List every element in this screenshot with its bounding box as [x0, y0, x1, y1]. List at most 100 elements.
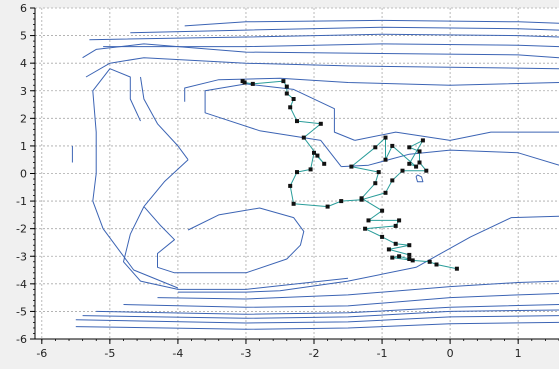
- contour-line-8: [354, 131, 559, 141]
- trajectory-point-38: [359, 196, 364, 201]
- trajectory-point-29: [407, 161, 412, 166]
- trajectory-point-9: [318, 121, 323, 126]
- trajectory-point-49: [407, 257, 412, 261]
- y-tick-label: 0: [20, 168, 27, 181]
- trajectory-point-36: [376, 170, 381, 175]
- y-tick-label: 1: [20, 140, 27, 153]
- y-tick-label: -2: [16, 223, 27, 236]
- contour-line-6: [184, 77, 559, 102]
- trajectory-point-42: [393, 223, 398, 228]
- contour-line-14: [143, 206, 305, 274]
- trajectory-point-41: [397, 218, 402, 223]
- contour-line-12: [123, 159, 349, 290]
- trajectory-point-40: [366, 218, 371, 223]
- trajectory-point-34: [373, 145, 378, 150]
- trajectory-point-37: [373, 181, 378, 186]
- trajectory-point-32: [383, 157, 388, 162]
- y-tick-label: -4: [16, 278, 27, 291]
- trajectory-point-26: [417, 149, 422, 154]
- contour-line-19: [82, 309, 559, 319]
- y-tick-label: 6: [20, 2, 27, 15]
- contour-line-2: [89, 33, 559, 41]
- contour-line-17: [123, 293, 559, 308]
- contour-line-21: [75, 321, 559, 330]
- trajectory-point-17: [291, 201, 296, 206]
- trajectory-point-14: [308, 167, 313, 172]
- trajectory-line-0: [242, 80, 458, 270]
- contour-line-3: [103, 43, 559, 48]
- trajectory-point-23: [400, 168, 405, 173]
- y-tick-label: -6: [16, 333, 27, 346]
- trajectory-point-47: [386, 247, 391, 252]
- trajectory-point-10: [301, 135, 306, 140]
- trajectory-point-39: [380, 208, 385, 213]
- axes: -6 -5 -4 -3 -2 -1 0 1 2 3 4 5 6 -6 -5 -4 -3 -2 -1 0 1: [16, 2, 559, 360]
- trajectory-point-15: [295, 170, 299, 175]
- contour-line-18: [96, 304, 559, 315]
- trajectory-point-48: [407, 252, 412, 257]
- trajectory-point-35: [349, 164, 354, 169]
- contour-lines: [71, 19, 559, 330]
- x-tick-label: -3: [240, 347, 251, 360]
- trajectory-point-27: [407, 145, 412, 150]
- trajectory-point-18: [325, 204, 330, 209]
- trajectory-point-46: [407, 243, 412, 248]
- trajectory-point-21: [383, 190, 388, 195]
- x-tick-label: 0: [447, 347, 454, 360]
- y-tick-label: 2: [20, 112, 27, 125]
- contour-line-4: [82, 43, 559, 59]
- contour-line-7: [204, 83, 355, 167]
- trajectory-point-31: [390, 143, 395, 148]
- trajectory-point-22: [390, 178, 395, 183]
- trajectory-point-33: [383, 135, 388, 140]
- y-tick-label: 3: [20, 85, 27, 98]
- trajectory-point-50: [397, 254, 402, 259]
- x-tick-label: -1: [377, 347, 388, 360]
- contour-line-5: [85, 57, 559, 78]
- contour-line-15: [177, 215, 559, 293]
- trajectory-point-30: [414, 164, 419, 169]
- contour-line-20: [75, 315, 559, 324]
- trajectory-point-1: [242, 80, 247, 85]
- trajectory-point-7: [288, 105, 293, 110]
- trajectory-point-5: [284, 91, 289, 96]
- trajectory-point-2: [250, 81, 255, 86]
- x-tick-label: -4: [172, 347, 183, 360]
- y-tick-label: 4: [20, 57, 27, 70]
- trajectory-point-45: [393, 241, 398, 246]
- trajectory-point-43: [363, 226, 368, 231]
- y-tick-label: 5: [20, 30, 27, 43]
- trajectory-point-8: [295, 119, 299, 124]
- trajectory-point-6: [291, 97, 296, 101]
- trajectory-point-53: [427, 259, 432, 264]
- trajectory-point-51: [390, 255, 395, 260]
- y-tick-label: -1: [16, 195, 27, 208]
- trajectory: [240, 79, 459, 271]
- x-tick-label: -6: [36, 347, 47, 360]
- trajectory-point-24: [424, 168, 429, 173]
- x-tick-label: -5: [104, 347, 115, 360]
- trajectory-point-54: [434, 262, 439, 267]
- trajectory-point-16: [288, 183, 293, 188]
- trajectory-point-28: [420, 138, 425, 143]
- x-tick-label: -2: [309, 347, 320, 360]
- y-tick-label: -3: [16, 250, 27, 263]
- trajectory-point-4: [284, 84, 289, 89]
- trajectory-point-52: [410, 258, 415, 263]
- trajectory-point-55: [454, 266, 459, 271]
- trajectory-point-3: [281, 79, 286, 84]
- trajectory-point-11: [315, 153, 320, 158]
- trajectory-point-25: [417, 160, 422, 165]
- x-tick-label: 1: [515, 347, 522, 360]
- trajectory-point-44: [380, 234, 385, 239]
- contour-line-1: [130, 26, 559, 34]
- trajectory-point-12: [322, 161, 327, 166]
- contour-line-9: [341, 149, 559, 168]
- contour-line-22: [415, 174, 424, 183]
- contour-line-16: [157, 280, 559, 300]
- y-tick-label: -5: [16, 305, 27, 318]
- contour-line-10: [92, 68, 179, 289]
- contour-line-0: [184, 19, 559, 27]
- trajectory-point-19: [339, 199, 344, 204]
